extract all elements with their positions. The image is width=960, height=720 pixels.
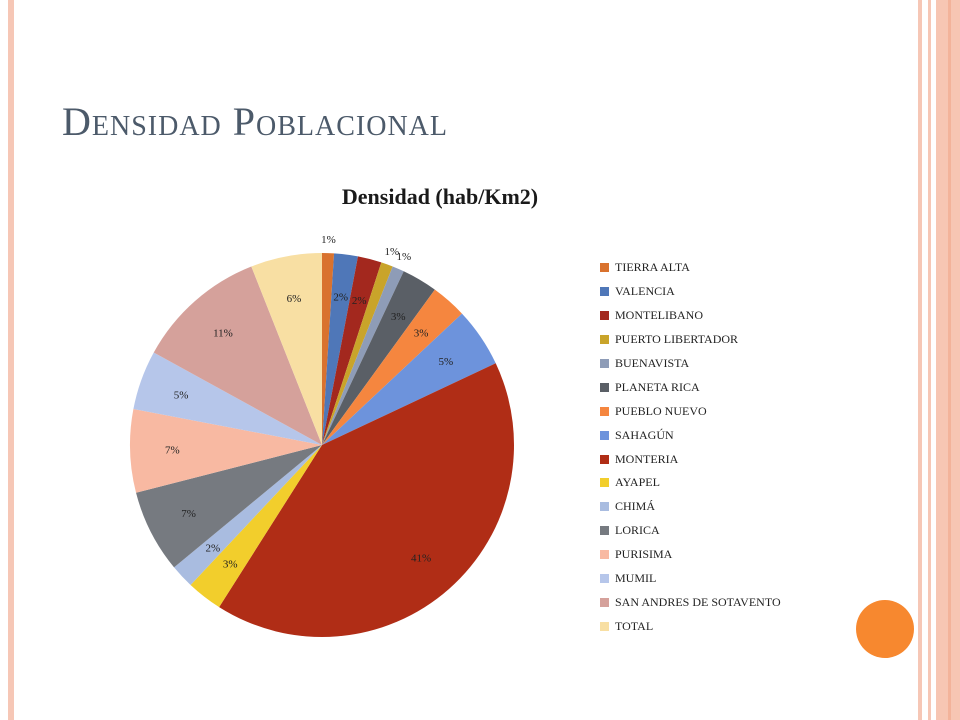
pie-slice-6 [322,289,462,445]
legend-item: AYAPEL [600,471,781,495]
pie-slice-2 [322,256,382,445]
legend-swatch [600,287,609,297]
legend-swatch [600,359,609,368]
pie-slice-label-10: 2% [205,543,220,555]
legend-item: SAN ANDRES DE SOTAVENTO [600,590,781,614]
legend-item: TIERRA ALTA [600,256,781,280]
chart-legend: TIERRA ALTA VALENCIA MONTELIBANO PUERTO LIB… [600,256,781,638]
legend-item: PUERTO LIBERTADOR [600,328,781,352]
pie-slice-12 [129,409,322,493]
legend-label: SAHAGÚN [615,427,674,442]
legend-item: VALENCIA [600,280,781,304]
legend-label: PLANETA RICA [615,379,700,394]
pie-slice-15 [251,253,322,445]
pie-slice-1 [322,253,358,445]
legend-label: LORICA [615,523,660,538]
pie-slice-13 [133,352,322,445]
legend-item: MONTELIBANO [600,304,781,328]
slide-title: Densidad Poblacional [62,99,449,144]
legend-item: PURISIMA [600,543,781,567]
pie-slice-label-3: 1% [384,246,399,258]
slide-frame-left [8,0,14,720]
pie-slice-label-5: 3% [391,311,406,323]
legend-item: PLANETA RICA [600,375,781,399]
legend-swatch [600,430,609,440]
pie-slice-14 [153,266,322,445]
pie-slice-0 [322,253,335,445]
legend-item: MONTERIA [600,447,781,471]
legend-swatch [600,526,609,536]
pie-slice-label-13: 5% [174,389,189,401]
legend-label: PUEBLO NUEVO [615,403,707,418]
pie-slice-label-1: 2% [333,291,348,303]
legend-item: CHIMÁ [600,495,781,519]
legend-swatch [600,263,609,273]
legend-item: PUEBLO NUEVO [600,399,781,423]
legend-label: BUENAVISTA [615,356,690,370]
pie-slice-label-15: 6% [287,293,302,305]
pie-slice-label-9: 3% [223,558,238,570]
legend-label: MONTELIBANO [615,308,703,323]
pie-slice-label-4: 1% [396,251,411,263]
pie-slice-label-12: 7% [165,445,180,457]
pie-slice-9 [190,445,322,608]
legend-label: TOTAL [615,618,654,633]
legend-swatch [600,335,609,345]
legend-swatch [600,597,609,607]
pie-slice-5 [322,271,435,445]
pie-slice-label-0: 1% [321,234,336,246]
legend-label: MONTERIA [615,451,679,466]
legend-swatch [600,382,609,392]
legend-label: MUMIL [615,571,657,586]
legend-swatch [600,502,609,512]
legend-label: PURISIMA [615,547,673,562]
accent-circle [856,600,914,658]
pie-slice-label-14: 11% [213,328,233,340]
legend-swatch [600,406,609,416]
pie-slice-label-6: 3% [414,328,429,340]
legend-label: VALENCIA [615,284,675,299]
pie-slice-8 [219,363,515,638]
pie-slice-label-7: 5% [439,356,454,368]
pie-slice-label-2: 2% [352,295,367,307]
legend-swatch [600,621,609,631]
legend-label: AYAPEL [615,475,660,490]
legend-swatch [600,454,609,464]
legend-swatch [600,311,609,321]
legend-label: PUERTO LIBERTADOR [615,332,739,347]
pie-slice-4 [322,266,404,445]
pie-slice-11 [136,445,322,568]
pie-slice-label-8: 41% [411,552,431,564]
legend-swatch [600,574,609,584]
pie-slice-3 [322,262,393,445]
legend-item: BUENAVISTA [600,352,781,376]
legend-swatch [600,478,609,488]
legend-item: MUMIL [600,567,781,591]
legend-swatch [600,550,609,560]
legend-label: CHIMÁ [615,499,656,514]
legend-item: SAHAGÚN [600,423,781,447]
chart-title: Densidad (hab/Km2) [341,184,539,209]
pie-slice-label-11: 7% [181,508,196,520]
legend-item: LORICA [600,519,781,543]
legend-label: SAN ANDRES DE SOTAVENTO [615,594,781,609]
legend-label: TIERRA ALTA [615,260,690,275]
slide-frame-right [918,0,960,720]
legend-item: TOTAL [600,614,781,638]
pie-slice-10 [174,445,322,585]
pie-slice-7 [322,313,496,445]
